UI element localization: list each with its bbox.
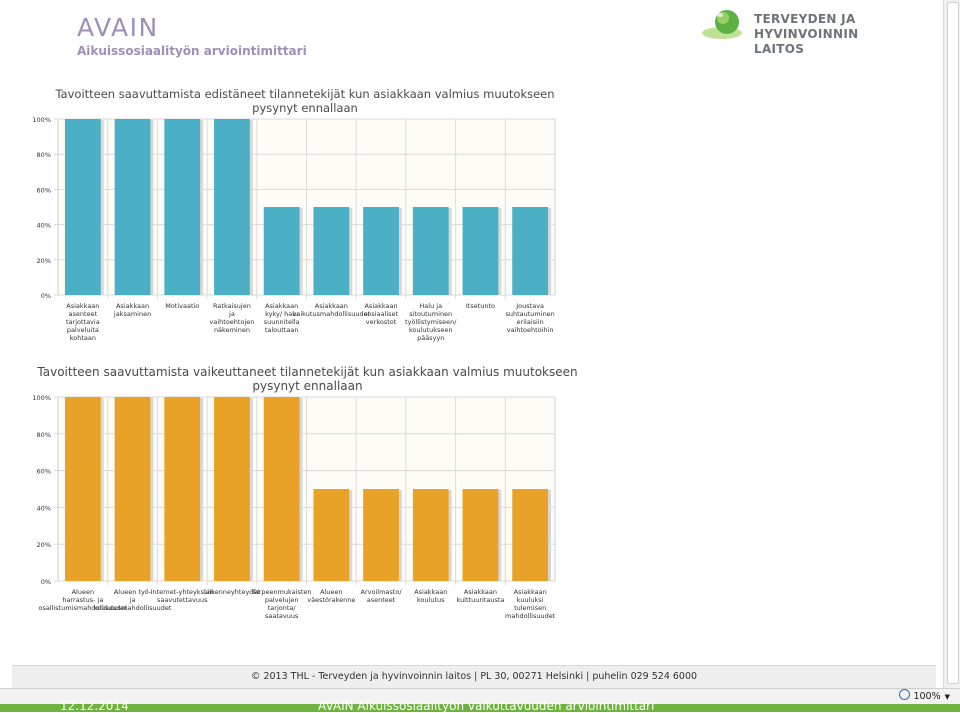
y-tick-label: 0% bbox=[41, 292, 51, 300]
bar bbox=[64, 397, 101, 581]
y-tick-label: 100% bbox=[32, 394, 51, 402]
page-canvas: AVAIN Aikuissosiaalityön arviointimittar… bbox=[12, 0, 944, 688]
brand-header: AVAIN Aikuissosiaalityön arviointimittar… bbox=[77, 13, 307, 59]
bar bbox=[363, 489, 399, 581]
logo-line-1: TERVEYDEN JA bbox=[754, 12, 856, 26]
app-title: AVAIN bbox=[77, 13, 159, 42]
chart-2: 0% 20% 40% 60% 80% 100% Alueen harrastus- ja osa… bbox=[32, 394, 556, 620]
y-tick-label: 80% bbox=[37, 431, 51, 439]
x-tick-label: Asiakkaan vaikutusmahdollisuudet bbox=[293, 302, 371, 318]
status-bar: 100% ▼ bbox=[0, 688, 960, 705]
x-tick-label: Tarpeenmukaisten palvelujen tarjonta/saata… bbox=[251, 588, 312, 620]
x-tick-label: Asiakkaan kuuluksi tulemisen mahdollisuudet bbox=[505, 588, 556, 620]
x-tick-label: Itsetunto bbox=[466, 302, 495, 310]
bar bbox=[412, 489, 449, 581]
bar bbox=[512, 207, 549, 295]
bar bbox=[313, 207, 350, 295]
y-tick-label: 20% bbox=[37, 257, 51, 265]
slide-date: 12.12.2014 bbox=[60, 699, 129, 713]
y-tick-label: 80% bbox=[37, 151, 51, 159]
chart-2-title: Tavoitteen saavuttamista vaikeuttaneet t… bbox=[37, 365, 578, 393]
slide-caption: AVAIN Aikuissosiaalityön vaikuttavuuden … bbox=[318, 699, 655, 713]
vertical-scrollbar[interactable] bbox=[943, 0, 960, 688]
x-tick-label: Alueen harrastus- ja osallistumismahdollis… bbox=[39, 588, 128, 612]
y-tick-label: 40% bbox=[37, 504, 51, 512]
thl-logo: TERVEYDEN JA HYVINVOINNIN LAITOS bbox=[700, 6, 910, 56]
page-footer: © 2013 THL - Terveyden ja hyvinvoinnin l… bbox=[12, 665, 936, 688]
bar bbox=[263, 397, 300, 581]
x-tick-label: Asiakkaan jaksaminen bbox=[113, 302, 151, 318]
globe-icon bbox=[899, 689, 911, 700]
x-tick-label: Asiakkaan sosiaaliset verkostot bbox=[364, 302, 399, 326]
bar bbox=[164, 397, 201, 581]
bar bbox=[64, 119, 101, 295]
bar bbox=[164, 119, 201, 295]
leaf-icon bbox=[702, 10, 742, 39]
x-tick-label: Ratkaisujen ja vaihtoehtojen näkeminen bbox=[210, 302, 255, 334]
bar bbox=[512, 489, 549, 581]
bar bbox=[263, 207, 300, 295]
y-tick-label: 20% bbox=[37, 541, 51, 549]
scrollbar-thumb[interactable] bbox=[947, 2, 959, 684]
zoom-level: 100% bbox=[913, 691, 941, 702]
bar bbox=[412, 207, 449, 295]
bar bbox=[114, 119, 151, 295]
zoom-control[interactable]: 100% ▼ bbox=[899, 689, 950, 705]
chart-1: 0% 20% 40% 60% 80% 100% Asiakkaan asenteet tarjo… bbox=[32, 116, 556, 342]
bar bbox=[114, 397, 151, 581]
y-tick-label: 100% bbox=[32, 116, 51, 124]
bar bbox=[462, 489, 499, 581]
x-tick-label: Asiakkaan koulutus bbox=[414, 588, 447, 604]
dropdown-arrow-icon: ▼ bbox=[944, 693, 950, 701]
y-tick-label: 60% bbox=[37, 468, 51, 476]
x-tick-label: Motivaatio bbox=[165, 302, 199, 310]
bar bbox=[363, 207, 399, 295]
x-tick-label: Asiakkaan kulttuuritausta bbox=[457, 588, 505, 604]
x-tick-label: Alueen työ-ja koulutusmahdollisuudet bbox=[94, 588, 172, 612]
y-tick-label: 40% bbox=[37, 222, 51, 230]
x-tick-label: Joustava suhtautuminen erilaisiin vaihtoeht… bbox=[505, 302, 554, 334]
chart-1-title: Tavoitteen saavuttamista edistäneet tila… bbox=[55, 87, 555, 115]
app-subtitle: Aikuissosiaalityön arviointimittari bbox=[77, 44, 307, 58]
x-tick-label: Internet-yhteyksien saavutettavuus bbox=[151, 588, 214, 604]
x-tick-label: Arvoilmasto/asenteet bbox=[361, 588, 403, 604]
x-tick-label: Liikenneyhteydet bbox=[204, 588, 260, 596]
bar bbox=[214, 397, 250, 581]
bar bbox=[462, 207, 499, 295]
y-tick-label: 60% bbox=[37, 186, 51, 194]
bar bbox=[313, 489, 350, 581]
x-tick-label: Halu ja sitoutuminen työllistymiseen/koulu… bbox=[405, 302, 457, 342]
x-tick-label: Asiakkaan asenteet tarjottavia palveluita ko… bbox=[66, 302, 100, 342]
y-tick-label: 0% bbox=[41, 578, 51, 586]
logo-text: TERVEYDEN JA HYVINVOINNIN LAITOS bbox=[754, 12, 910, 57]
x-tick-label: Alueen väestörakenne bbox=[307, 588, 355, 604]
slide-bottom-band bbox=[0, 704, 960, 712]
logo-line-2: HYVINVOINNIN LAITOS bbox=[754, 27, 859, 56]
bar bbox=[214, 119, 250, 295]
x-tick-label: Asiakkaan kyky/ halu suunnitella talouttaan bbox=[264, 302, 300, 334]
